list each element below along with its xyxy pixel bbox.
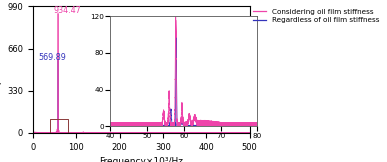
Legend: Considering oil film stiffness, Regardless of oil film stiffness: Considering oil film stiffness, Regardle… — [253, 8, 380, 23]
Text: 934.47: 934.47 — [53, 6, 81, 15]
Text: 569.89: 569.89 — [39, 53, 67, 62]
X-axis label: Frequency×10³/Hz: Frequency×10³/Hz — [99, 157, 183, 162]
Y-axis label: Amplitude/N: Amplitude/N — [0, 41, 2, 98]
